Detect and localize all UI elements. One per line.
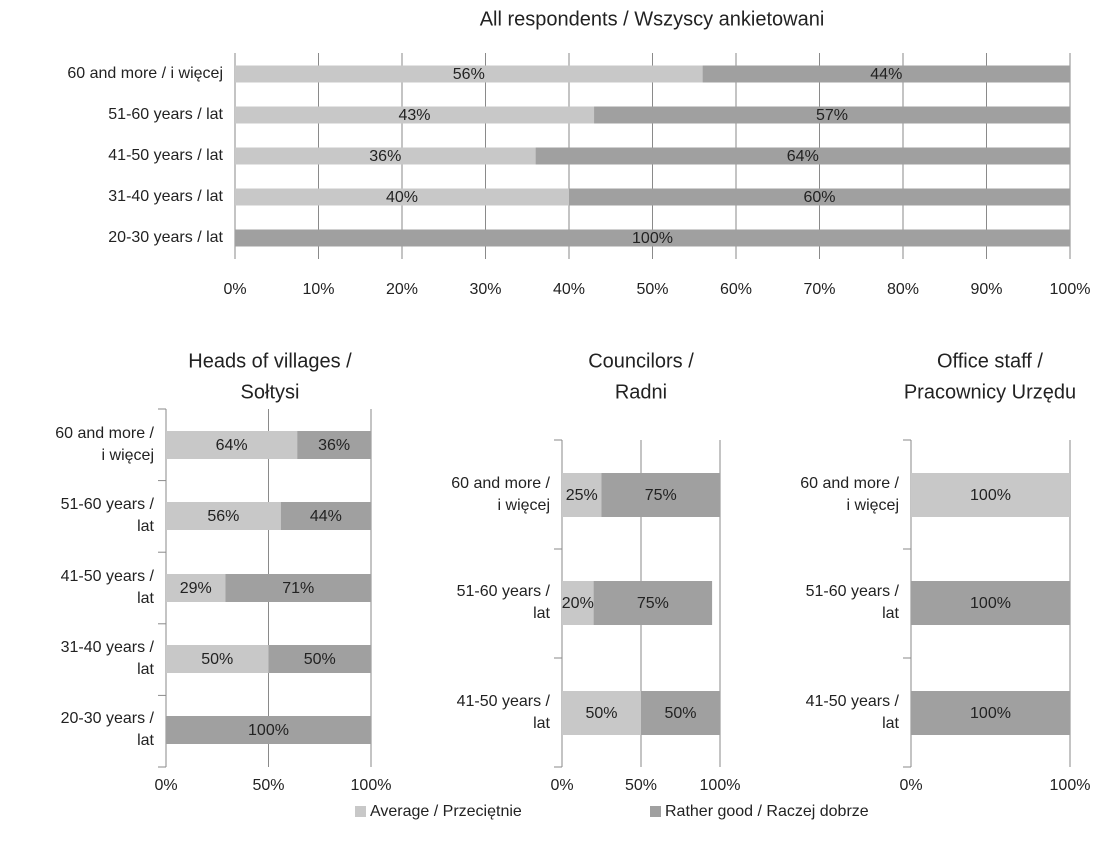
bar-segment xyxy=(166,574,226,602)
data-label: 64% xyxy=(787,148,819,165)
legend-swatch xyxy=(355,806,366,817)
x-tick-label: 100% xyxy=(700,777,741,794)
data-label: 40% xyxy=(386,189,418,206)
data-label: 20% xyxy=(562,595,594,612)
data-label: 64% xyxy=(216,437,248,454)
x-tick-label: 50% xyxy=(252,777,284,794)
data-label: 57% xyxy=(816,107,848,124)
chart-title: Heads of villages / Sołtysi xyxy=(188,351,352,404)
data-label: 44% xyxy=(870,66,902,83)
x-tick-label: 0% xyxy=(223,281,246,298)
data-label: 100% xyxy=(632,230,673,247)
bar-segment xyxy=(562,691,641,735)
y-tick-label: 60 and more / i więcej xyxy=(67,65,223,82)
x-tick-label: 60% xyxy=(720,281,752,298)
data-label: 56% xyxy=(453,66,485,83)
bar-segment xyxy=(535,147,1070,165)
x-tick-label: 50% xyxy=(625,777,657,794)
bar-segment xyxy=(562,581,594,625)
bar-segment xyxy=(268,645,371,673)
y-tick-label: 20-30 years / lat xyxy=(108,229,223,246)
bar-segment xyxy=(911,473,1070,517)
bar-segment xyxy=(225,574,371,602)
x-tick-label: 0% xyxy=(154,777,177,794)
legend-label: Average / Przeciętnie xyxy=(370,803,522,820)
y-tick-label: 60 and more / i więcej xyxy=(55,425,154,464)
bar-segment xyxy=(702,65,1070,83)
y-tick-label: 51-60 years / lat xyxy=(61,496,155,535)
bar-segment xyxy=(235,229,1070,247)
y-tick-label: 60 and more / i więcej xyxy=(451,475,550,514)
y-tick-label: 51-60 years / lat xyxy=(108,106,223,123)
chart-title: Councilors / Radni xyxy=(588,351,694,404)
x-tick-label: 0% xyxy=(899,777,922,794)
x-tick-label: 70% xyxy=(803,281,835,298)
data-label: 44% xyxy=(310,508,342,525)
y-tick-label: 51-60 years / lat xyxy=(806,583,900,622)
bar-segment xyxy=(601,473,720,517)
bar-segment xyxy=(235,65,703,83)
y-tick-label: 31-40 years / lat xyxy=(61,639,155,678)
data-label: 50% xyxy=(585,705,617,722)
data-label: 36% xyxy=(318,437,350,454)
x-tick-label: 0% xyxy=(550,777,573,794)
y-tick-label: 41-50 years / lat xyxy=(457,693,551,732)
bar-segment xyxy=(235,147,536,165)
x-tick-label: 50% xyxy=(636,281,668,298)
bar-segment xyxy=(641,691,720,735)
bar-segment xyxy=(166,645,269,673)
chart-title: All respondents / Wszyscy ankietowani xyxy=(480,8,825,30)
bar-segment xyxy=(562,473,602,517)
x-tick-label: 10% xyxy=(302,281,334,298)
y-tick-label: 31-40 years / lat xyxy=(108,188,223,205)
data-label: 50% xyxy=(664,705,696,722)
bar-segment xyxy=(593,581,713,625)
y-tick-label: 20-30 years / lat xyxy=(61,710,155,749)
data-label: 100% xyxy=(970,487,1011,504)
data-label: 50% xyxy=(201,651,233,668)
x-tick-label: 100% xyxy=(1050,777,1091,794)
data-label: 50% xyxy=(304,651,336,668)
data-label: 100% xyxy=(248,722,289,739)
y-tick-label: 51-60 years / lat xyxy=(457,583,551,622)
data-label: 25% xyxy=(566,487,598,504)
bar-segment xyxy=(911,691,1070,735)
y-tick-label: 41-50 years / lat xyxy=(108,147,223,164)
bar-segment xyxy=(280,502,371,530)
data-label: 29% xyxy=(180,580,212,597)
x-tick-label: 100% xyxy=(351,777,392,794)
x-tick-label: 80% xyxy=(887,281,919,298)
bar-segment xyxy=(166,431,298,459)
data-label: 75% xyxy=(645,487,677,504)
bar-segment xyxy=(297,431,371,459)
legend-label: Rather good / Raczej dobrze xyxy=(665,803,869,820)
chart-title: Office staff / Pracownicy Urzędu xyxy=(904,351,1076,404)
bar-segment xyxy=(911,581,1070,625)
bar-segment xyxy=(569,188,1070,206)
x-tick-label: 100% xyxy=(1050,281,1091,298)
x-tick-label: 90% xyxy=(970,281,1002,298)
bar-segment xyxy=(166,502,281,530)
legend-swatch xyxy=(650,806,661,817)
y-tick-label: 60 and more / i więcej xyxy=(800,475,899,514)
y-tick-label: 41-50 years / lat xyxy=(61,568,155,607)
y-tick-label: 41-50 years / lat xyxy=(806,693,900,732)
data-label: 56% xyxy=(207,508,239,525)
data-label: 75% xyxy=(637,595,669,612)
bar-segment xyxy=(235,106,595,124)
data-label: 71% xyxy=(282,580,314,597)
bar-segment xyxy=(166,716,371,744)
x-tick-label: 20% xyxy=(386,281,418,298)
data-label: 36% xyxy=(369,148,401,165)
bar-segment xyxy=(594,106,1070,124)
data-label: 100% xyxy=(970,595,1011,612)
bar-segment xyxy=(235,188,569,206)
x-tick-label: 40% xyxy=(553,281,585,298)
data-label: 43% xyxy=(399,107,431,124)
x-tick-label: 30% xyxy=(469,281,501,298)
data-label: 100% xyxy=(970,705,1011,722)
data-label: 60% xyxy=(803,189,835,206)
